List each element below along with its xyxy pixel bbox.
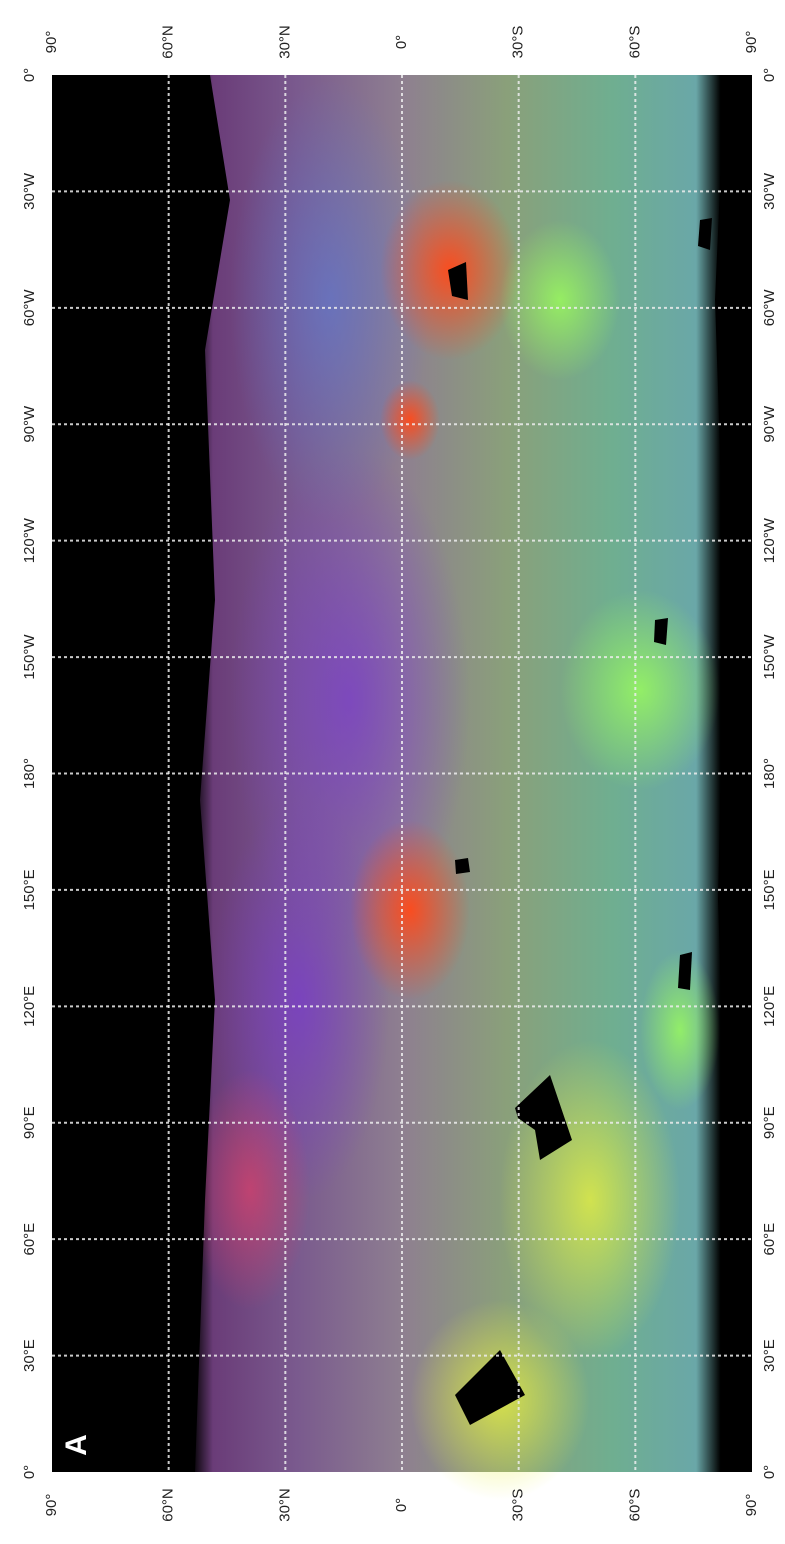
longitude-label: 120°W bbox=[761, 517, 778, 563]
panel-label: A bbox=[60, 1434, 93, 1456]
latitude-label: 30°N bbox=[276, 25, 293, 59]
longitude-label: 150°W bbox=[761, 634, 778, 680]
longitude-label: 30°W bbox=[761, 172, 778, 210]
latitude-label: 90° bbox=[743, 1494, 760, 1517]
longitude-label: 150°E bbox=[21, 869, 38, 910]
longitude-label: 60°W bbox=[21, 289, 38, 327]
longitude-label: 60°W bbox=[761, 289, 778, 327]
longitude-label: 30°W bbox=[21, 172, 38, 210]
latitude-label: 30°S bbox=[510, 1489, 527, 1522]
longitude-label: 90°E bbox=[21, 1106, 38, 1139]
longitude-label: 120°W bbox=[21, 517, 38, 563]
latitude-label: 60°S bbox=[626, 26, 643, 59]
longitude-label: 60°E bbox=[761, 1223, 778, 1256]
latitude-label: 90° bbox=[43, 31, 60, 54]
longitude-label: 90°W bbox=[21, 405, 38, 443]
longitude-label: 0° bbox=[761, 68, 778, 82]
longitude-label: 30°E bbox=[761, 1339, 778, 1372]
latitude-label: 60°N bbox=[160, 1488, 177, 1522]
longitude-label: 120°E bbox=[761, 986, 778, 1027]
longitude-label: 120°E bbox=[21, 986, 38, 1027]
longitude-label: 90°E bbox=[761, 1106, 778, 1139]
latitude-label: 0° bbox=[393, 1498, 410, 1512]
latitude-label: 30°N bbox=[276, 1488, 293, 1522]
longitude-label: 30°E bbox=[21, 1339, 38, 1372]
longitude-label: 180° bbox=[761, 758, 778, 789]
longitude-label: 180° bbox=[21, 758, 38, 789]
latitude-label: 90° bbox=[43, 1494, 60, 1517]
longitude-label: 0° bbox=[761, 1465, 778, 1479]
longitude-label: 0° bbox=[21, 1465, 38, 1479]
longitude-label: 90°W bbox=[761, 405, 778, 443]
map-figure: 90° 90° 60°N 60°N 30°N 30°N 0° 0° 30°S 30°S 60°S 60… bbox=[0, 0, 785, 1539]
longitude-label: 0° bbox=[21, 68, 38, 82]
map-image bbox=[52, 75, 752, 1500]
longitude-label: 60°E bbox=[21, 1223, 38, 1256]
latitude-label: 60°S bbox=[626, 1489, 643, 1522]
latitude-label: 90° bbox=[743, 31, 760, 54]
longitude-label: 150°E bbox=[761, 869, 778, 910]
latitude-label: 30°S bbox=[510, 26, 527, 59]
page: {"panel_label": "A", "latitude_labels": … bbox=[0, 0, 785, 1539]
latitude-label: 60°N bbox=[160, 25, 177, 59]
latitude-label: 0° bbox=[393, 35, 410, 49]
longitude-label: 150°W bbox=[21, 634, 38, 680]
